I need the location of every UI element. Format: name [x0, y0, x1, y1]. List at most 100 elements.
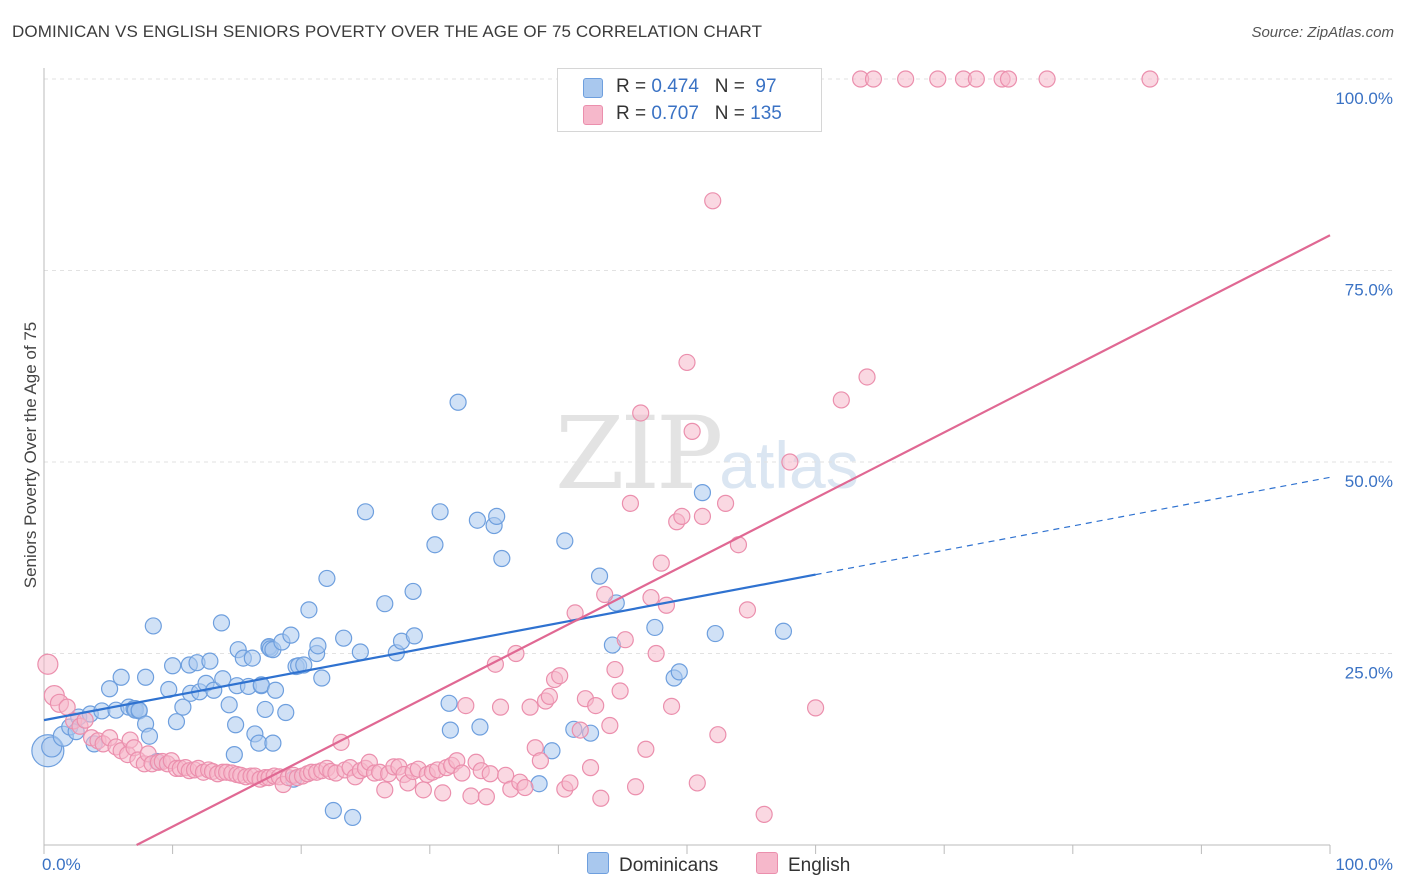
english-point: [551, 667, 569, 685]
english-point: [581, 759, 600, 777]
english-point: [755, 805, 773, 823]
english-point: [571, 721, 589, 739]
dominicans-point: [266, 681, 285, 699]
legend-item-english: English: [756, 852, 850, 877]
dominicans-point: [264, 734, 282, 752]
english-point: [709, 726, 727, 744]
dominicans-point: [351, 643, 369, 661]
dominicans-point: [468, 511, 486, 529]
english-point: [738, 601, 757, 619]
dominicans-point: [309, 637, 327, 655]
english-point: [587, 696, 605, 715]
english-point: [481, 765, 499, 783]
english-point: [606, 660, 624, 679]
dominicans-point: [256, 700, 274, 719]
legend-item-dominicans: Dominicans: [587, 852, 718, 877]
english-point: [616, 631, 634, 649]
english-point: [434, 784, 452, 802]
dominicans-legend-label: Dominicans: [619, 855, 719, 876]
english-point: [521, 698, 539, 716]
trend-lines: [43, 234, 1331, 846]
english-point: [693, 507, 712, 525]
dominicans-point: [313, 669, 331, 687]
r-label: R =: [616, 103, 652, 124]
english-point: [531, 752, 549, 770]
english-point: [414, 781, 432, 799]
dominicans-point: [112, 668, 130, 686]
english-point: [540, 687, 558, 705]
english-point: [678, 353, 696, 372]
n-value-english: 135: [750, 103, 782, 124]
y-tick-label: 50.0%: [1345, 472, 1393, 491]
english-point: [376, 781, 394, 799]
english-legend-label: English: [788, 855, 851, 876]
dominicans-point: [488, 507, 506, 525]
dominicans-point: [100, 680, 119, 698]
dominicans-point: [167, 713, 186, 731]
dominicans-point: [220, 696, 238, 714]
dominicans-point: [543, 742, 561, 760]
english-point: [596, 585, 614, 604]
dominicans-point: [493, 549, 511, 568]
english-point: [462, 787, 480, 805]
english-point: [704, 192, 722, 210]
dominicans-point: [324, 801, 342, 820]
dominicans-point: [449, 393, 467, 411]
dominicans-point: [774, 622, 793, 640]
dominicans-swatch: [583, 78, 603, 98]
dominicans-point: [227, 716, 245, 734]
y-axis-label: Seniors Poverty Over the Age of 75: [21, 322, 40, 588]
dominicans-point: [144, 617, 162, 635]
dominicans-points: [31, 393, 793, 827]
stats-legend: R = 0.474 N = 97 R = 0.707 N = 135: [557, 68, 822, 132]
dominicans-point: [174, 698, 192, 716]
english-point: [657, 596, 676, 614]
dominicans-point: [440, 694, 458, 712]
english-point: [457, 696, 475, 715]
dominicans-point: [471, 718, 489, 736]
english-point: [637, 740, 655, 758]
tick-labels: 25.0% 50.0% 75.0% 100.0% 0.0% 100.0%: [42, 89, 1393, 874]
english-point: [858, 368, 876, 386]
english-point: [781, 453, 799, 471]
english-point: [647, 644, 665, 663]
n-label: N =: [714, 76, 751, 97]
y-tick-label: 100.0%: [1335, 89, 1393, 108]
english-point: [561, 774, 579, 792]
dominicans-point: [212, 614, 231, 632]
r-label: R =: [616, 76, 652, 97]
dominicans-point: [706, 624, 724, 643]
dominicans-trend-extension: [815, 476, 1331, 576]
english-point: [491, 698, 510, 716]
dominicans-point: [590, 567, 609, 585]
english-point: [453, 764, 471, 782]
english-point: [999, 70, 1018, 88]
dominicans-point: [344, 808, 362, 827]
dominicans-point: [426, 536, 444, 554]
english-point: [929, 70, 947, 88]
x-tick-label-max: 100.0%: [1335, 855, 1393, 874]
dominicans-point: [441, 721, 459, 739]
english-point: [716, 494, 735, 512]
english-point: [673, 507, 691, 525]
english-point: [642, 588, 660, 607]
n-value-dominicans: 97: [750, 76, 777, 97]
dominicans-point: [376, 595, 394, 613]
dominicans-point: [277, 703, 295, 722]
x-tick-label-min: 0.0%: [42, 855, 81, 874]
dominicans-point: [693, 484, 712, 502]
dominicans-point: [282, 626, 300, 644]
r-value-english: 0.707: [651, 103, 699, 124]
dominicans-point: [201, 652, 219, 670]
english-point: [611, 682, 629, 700]
dominicans-trend-line: [43, 573, 816, 722]
english-legend-swatch: [756, 852, 778, 874]
english-point: [37, 653, 59, 675]
dominicans-point: [140, 727, 159, 745]
english-point: [683, 422, 701, 440]
english-point: [832, 391, 850, 409]
english-point: [632, 404, 650, 422]
dominicans-point: [670, 663, 688, 681]
dominicans-point: [404, 582, 422, 601]
english-points: [37, 70, 1159, 823]
